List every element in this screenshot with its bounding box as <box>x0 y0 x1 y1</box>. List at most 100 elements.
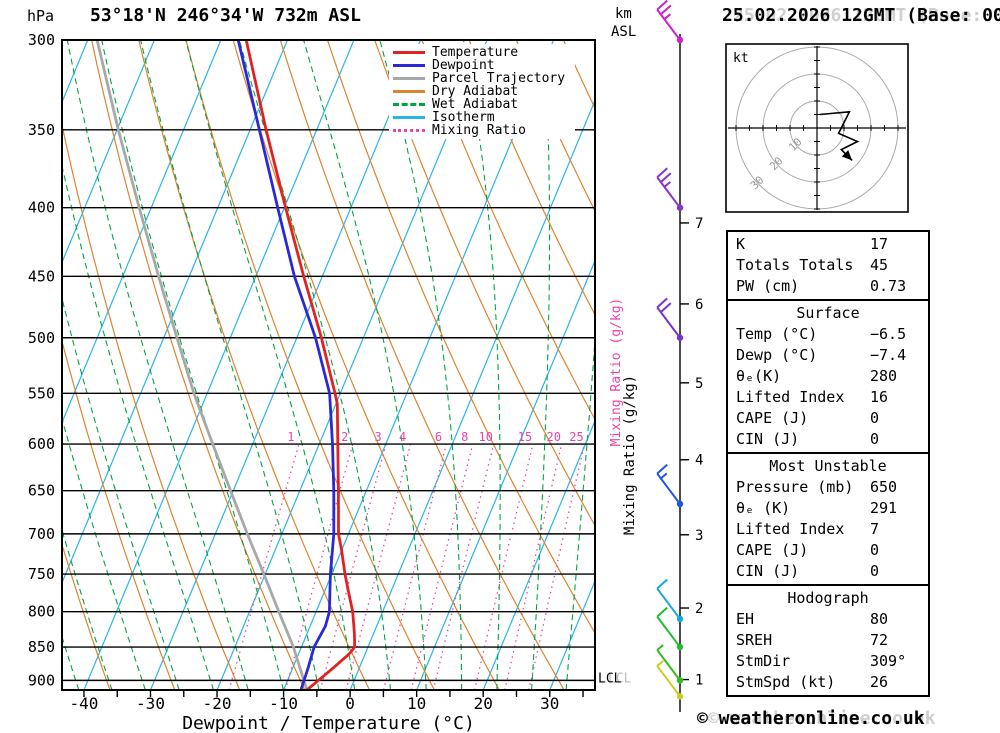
panel-row: PW (cm) 0.73 <box>728 276 928 297</box>
panel-row-value: −6.5 <box>870 325 907 343</box>
svg-text:1: 1 <box>695 673 703 689</box>
hodograph-trace <box>819 110 860 161</box>
panel-row: CIN (J) 0 <box>728 429 928 450</box>
panel-row-value: 0 <box>870 562 880 580</box>
panel-row: Temp (°C) −6.5 <box>728 324 928 345</box>
panel-row-label: θₑ (K) <box>736 499 791 517</box>
panel-section-header: Hodograph <box>787 589 869 607</box>
panel-row: CAPE (J) 0 <box>728 540 928 561</box>
legend-line-sample <box>393 90 425 93</box>
svg-text:LCL: LCL <box>608 671 632 686</box>
panel-section: Surface Temp (°C) −6.5 Dewp (°C) −7.4 θₑ(K) 28… <box>728 299 928 452</box>
chart-legend: Temperature Dewpoint Parcel Trajectory Dry … <box>389 44 576 139</box>
hodograph-arrow <box>841 150 853 161</box>
panel-row-label: θₑ(K) <box>736 367 782 385</box>
legend-label: Parcel Trajectory <box>432 71 566 86</box>
wind-barb <box>656 167 684 211</box>
wind-barb <box>656 0 684 44</box>
svg-text:10: 10 <box>407 694 426 713</box>
legend-item: Mixing Ratio <box>393 124 565 137</box>
svg-text:-40: -40 <box>70 694 99 713</box>
svg-text:700: 700 <box>28 525 55 543</box>
panel-row-value: 0 <box>870 430 880 448</box>
legend-label: Mixing Ratio <box>432 123 526 138</box>
svg-text:300: 300 <box>28 31 55 49</box>
svg-text:800: 800 <box>28 603 55 621</box>
panel-row: EH 80 <box>728 609 928 630</box>
panel-row: CAPE (J) 0 <box>728 408 928 429</box>
panel-row: θₑ(K) 280 <box>728 366 928 387</box>
svg-text:-10: -10 <box>269 694 298 713</box>
panel-row: CIN (J) 0 <box>728 561 928 582</box>
svg-text:30: 30 <box>540 694 559 713</box>
mixing-ratio-grid <box>228 443 586 690</box>
panel-row: StmDir 309° <box>728 651 928 672</box>
svg-text:450: 450 <box>28 267 55 285</box>
svg-text:1: 1 <box>287 430 294 444</box>
panel-row-value: 0.73 <box>870 277 907 295</box>
panel-row-value: 280 <box>870 367 898 385</box>
legend-item: Isotherm <box>393 111 565 124</box>
datetime-title: 25.02.2026 12GMT (Base: 00) <box>722 5 1000 26</box>
panel-section-header: Most Unstable <box>769 457 887 475</box>
svg-text:500: 500 <box>28 329 55 347</box>
svg-text:5: 5 <box>695 376 703 392</box>
legend-line-sample <box>393 64 425 67</box>
panel-row-label: K <box>736 235 746 253</box>
svg-text:650: 650 <box>28 482 55 500</box>
panel-row: Totals Totals 45 <box>728 255 928 276</box>
hodograph-unit-label: kt <box>733 51 749 66</box>
panel-row-label: SREH <box>736 631 773 649</box>
wind-barb <box>656 578 684 623</box>
panel-row-label: CIN (J) <box>736 562 800 580</box>
svg-text:550: 550 <box>28 384 55 402</box>
panel-row-value: 45 <box>870 256 889 274</box>
panel-section-header: Surface <box>796 304 860 322</box>
panel-row-value: 0 <box>870 409 880 427</box>
wind-barb <box>656 644 684 684</box>
panel-row-value: −7.4 <box>870 346 907 364</box>
panel-row: SREH 72 <box>728 630 928 651</box>
svg-text:6: 6 <box>695 297 703 313</box>
svg-text:-20: -20 <box>203 694 232 713</box>
km-axis-unit-label: km <box>615 6 632 22</box>
svg-text:2: 2 <box>695 601 703 617</box>
svg-text:750: 750 <box>28 565 55 583</box>
svg-text:850: 850 <box>28 638 55 656</box>
svg-text:20: 20 <box>546 430 560 444</box>
svg-text:15: 15 <box>518 430 532 444</box>
svg-text:400: 400 <box>28 199 55 217</box>
panel-row-label: StmSpd (kt) <box>736 673 836 691</box>
indices-panel: K 17 Totals Totals 45 PW (cm) 0.73 Surface Temp… <box>726 230 930 697</box>
legend-item: Parcel Trajectory <box>393 72 565 85</box>
panel-row-label: Lifted Index <box>736 520 845 538</box>
legend-label: Dry Adiabat <box>432 84 519 99</box>
panel-row: Lifted Index 16 <box>728 387 928 408</box>
svg-text:25: 25 <box>569 430 583 444</box>
svg-text:0: 0 <box>345 694 355 713</box>
legend-line-sample <box>393 51 425 54</box>
mixing-ratio-axis-label-black: Mixing Ratio (g/kg) <box>622 375 638 535</box>
panel-section: Hodograph EH 80 SREH 72 StmDir 309° StmSpd (kt)… <box>728 584 928 695</box>
svg-text:20: 20 <box>474 694 493 713</box>
svg-text:6: 6 <box>435 430 442 444</box>
dry-adiabat-grid <box>62 40 595 690</box>
svg-text:4: 4 <box>399 430 406 444</box>
svg-text:3: 3 <box>375 430 382 444</box>
panel-row-value: 309° <box>870 652 907 670</box>
legend-line-sample <box>393 129 425 132</box>
panel-row-value: 291 <box>870 499 898 517</box>
panel-row-label: CAPE (J) <box>736 409 809 427</box>
panel-row-value: 17 <box>870 235 889 253</box>
panel-row: Dewp (°C) −7.4 <box>728 345 928 366</box>
legend-item: Temperature <box>393 46 565 59</box>
legend-line-sample <box>393 103 425 106</box>
wind-barb <box>656 606 684 651</box>
panel-row-value: 80 <box>870 610 889 628</box>
pressure-unit-label: hPa <box>27 7 55 25</box>
legend-item: Dewpoint <box>393 59 565 72</box>
wind-barb <box>656 660 684 700</box>
